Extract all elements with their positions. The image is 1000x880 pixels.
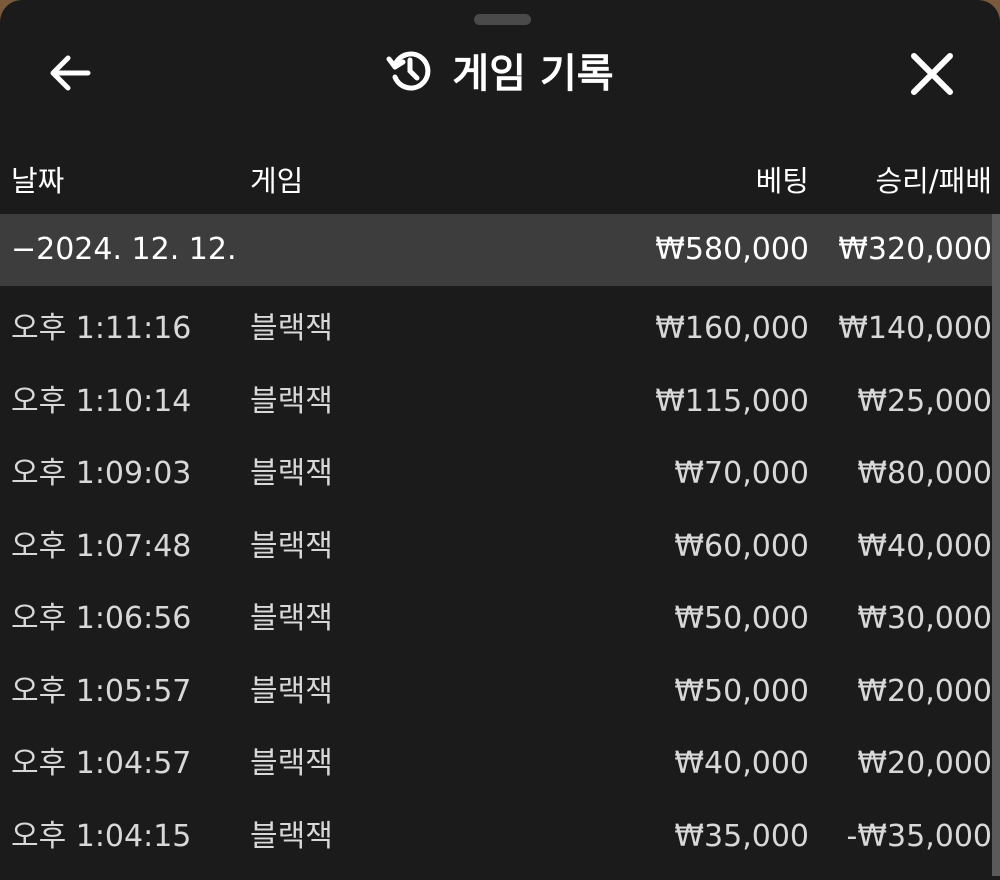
row-game: 블랙잭	[250, 383, 333, 419]
column-result[interactable]: 승리/패배	[875, 164, 993, 198]
close-icon	[911, 53, 953, 95]
row-result: ₩80,000	[857, 456, 992, 491]
row-result: ₩20,000	[857, 746, 992, 781]
row-time: 오후 1:05:57	[11, 673, 192, 709]
row-result: ₩40,000	[857, 528, 992, 564]
row-game: 블랙잭	[250, 673, 333, 709]
row-time: 오후 1:10:14	[11, 383, 192, 419]
scrollbar[interactable]	[992, 214, 1000, 876]
table-row[interactable]: 오후 1:09:03 블랙잭 ₩70,000 ₩80,000	[0, 438, 992, 510]
close-button[interactable]	[906, 48, 958, 100]
back-button[interactable]	[48, 48, 96, 98]
row-game: 블랙잭	[250, 601, 333, 636]
row-bet: ₩40,000	[674, 746, 809, 781]
table-header: 날짜 게임 베팅 승리/패배	[0, 158, 992, 202]
row-bet: ₩115,000	[655, 383, 809, 419]
column-date[interactable]: 날짜	[11, 164, 65, 198]
table-row[interactable]: 오후 1:06:56 블랙잭 ₩50,000 ₩30,000	[0, 583, 992, 655]
row-result: ₩140,000	[838, 311, 992, 346]
row-time: 오후 1:04:15	[11, 818, 192, 854]
row-result: ₩25,000	[857, 383, 992, 419]
row-time: 오후 1:11:16	[11, 311, 192, 346]
page-title: 게임 기록	[0, 46, 1000, 102]
table-row[interactable]: 오후 1:04:15 블랙잭 ₩35,000 -₩35,000	[0, 801, 992, 873]
row-game: 블랙잭	[250, 746, 333, 781]
row-bet: ₩50,000	[674, 601, 809, 636]
group-result: ₩320,000	[838, 232, 992, 267]
row-time: 오후 1:07:48	[11, 528, 192, 564]
arrow-left-icon	[50, 55, 91, 91]
table-row[interactable]: 오후 1:10:14 블랙잭 ₩115,000 ₩25,000	[0, 366, 992, 438]
table-row[interactable]: 오후 1:11:16 블랙잭 ₩160,000 ₩140,000	[0, 293, 992, 365]
column-game[interactable]: 게임	[250, 164, 304, 198]
group-bet: ₩580,000	[655, 232, 809, 267]
row-bet: ₩160,000	[655, 311, 809, 346]
row-result: -₩35,000	[846, 818, 992, 854]
row-bet: ₩50,000	[674, 673, 809, 709]
row-game: 블랙잭	[250, 818, 333, 854]
group-date: −2024. 12. 12.	[11, 232, 237, 267]
row-result: ₩30,000	[857, 601, 992, 636]
table-row[interactable]: 오후 1:05:57 블랙잭 ₩50,000 ₩20,000	[0, 656, 992, 728]
row-game: 블랙잭	[250, 311, 333, 346]
row-time: 오후 1:09:03	[11, 456, 192, 491]
history-icon	[386, 51, 431, 91]
row-time: 오후 1:04:57	[11, 746, 192, 781]
title-text: 게임 기록	[452, 51, 614, 97]
table-row[interactable]: 오후 1:07:48 블랙잭 ₩60,000 ₩40,000	[0, 511, 992, 583]
table-row[interactable]: 오후 1:04:57 블랙잭 ₩40,000 ₩20,000	[0, 728, 992, 800]
row-game: 블랙잭	[250, 456, 333, 491]
row-result: ₩20,000	[857, 673, 992, 709]
row-bet: ₩60,000	[674, 528, 809, 564]
drag-handle[interactable]	[474, 14, 531, 25]
column-bet[interactable]: 베팅	[755, 164, 809, 198]
date-group-row[interactable]: −2024. 12. 12. ₩580,000 ₩320,000	[0, 214, 992, 286]
row-game: 블랙잭	[250, 528, 333, 564]
row-time: 오후 1:06:56	[11, 601, 192, 636]
row-bet: ₩70,000	[674, 456, 809, 491]
row-bet: ₩35,000	[674, 818, 809, 854]
